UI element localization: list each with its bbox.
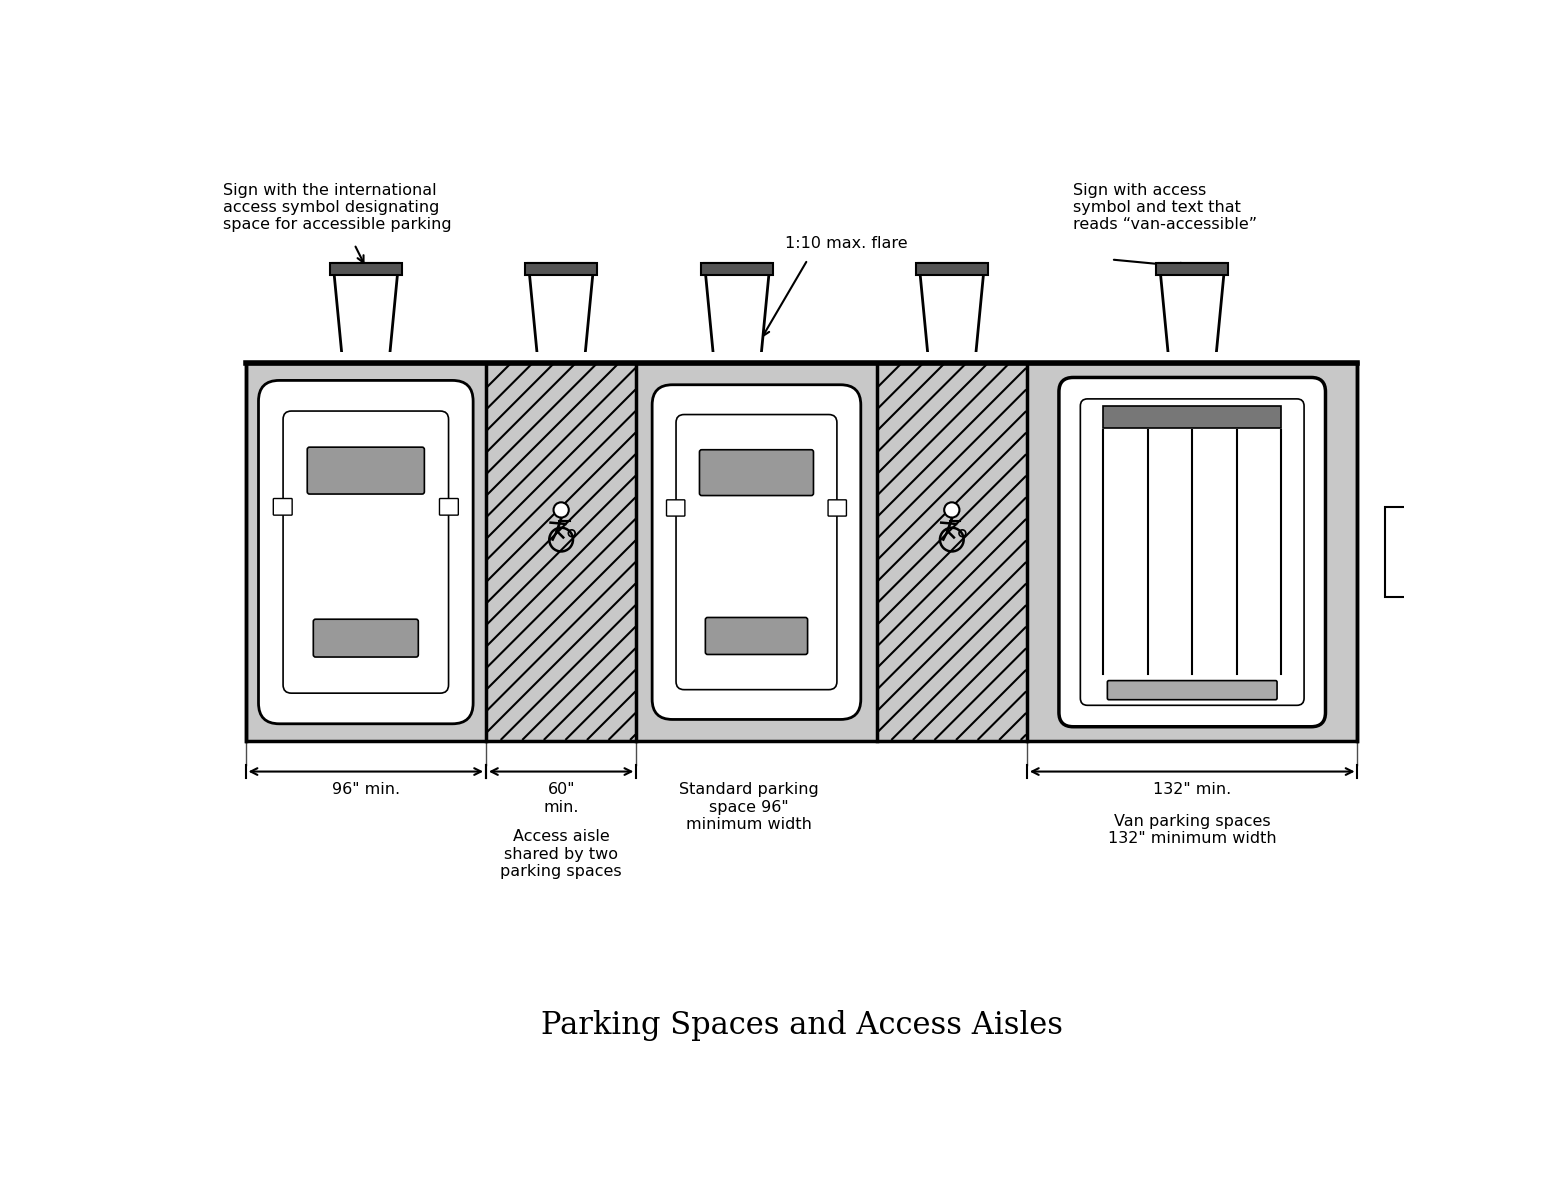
FancyBboxPatch shape — [258, 380, 474, 724]
Polygon shape — [704, 263, 769, 364]
FancyBboxPatch shape — [274, 498, 292, 515]
FancyBboxPatch shape — [705, 618, 807, 654]
FancyBboxPatch shape — [1107, 680, 1278, 700]
Bar — [1103, 406, 1281, 428]
FancyBboxPatch shape — [313, 619, 418, 658]
Text: Sign with the international
access symbol designating
space for accessible parki: Sign with the international access symbo… — [222, 182, 450, 233]
Polygon shape — [529, 263, 594, 364]
Bar — [1156, 263, 1228, 275]
FancyBboxPatch shape — [699, 450, 813, 496]
FancyBboxPatch shape — [666, 500, 685, 516]
FancyBboxPatch shape — [676, 414, 837, 690]
FancyBboxPatch shape — [827, 500, 846, 516]
Text: Sign with access
symbol and text that
reads “van-accessible”: Sign with access symbol and text that re… — [1073, 182, 1257, 233]
Bar — [330, 263, 402, 275]
Bar — [701, 263, 773, 275]
Text: Access aisle
shared by two
parking spaces: Access aisle shared by two parking space… — [500, 829, 622, 880]
Polygon shape — [920, 263, 984, 364]
Text: 96" min.: 96" min. — [332, 782, 400, 797]
Bar — [917, 263, 988, 275]
FancyBboxPatch shape — [307, 448, 424, 494]
Polygon shape — [333, 263, 399, 364]
FancyBboxPatch shape — [1059, 378, 1326, 727]
Text: 132" min.: 132" min. — [1153, 782, 1231, 797]
Bar — [246, 352, 1358, 364]
FancyBboxPatch shape — [439, 498, 458, 515]
Bar — [246, 364, 1358, 740]
Text: Parking Spaces and Access Aisles: Parking Spaces and Access Aisles — [541, 1010, 1062, 1042]
Bar — [1386, 508, 1428, 596]
Text: 60"
min.: 60" min. — [543, 782, 579, 815]
Text: 1:10 max. flare: 1:10 max. flare — [785, 236, 907, 251]
FancyBboxPatch shape — [652, 385, 860, 720]
FancyBboxPatch shape — [1081, 398, 1304, 706]
Circle shape — [554, 503, 569, 517]
Bar — [526, 263, 597, 275]
Text: Van parking spaces
132" minimum width: Van parking spaces 132" minimum width — [1107, 814, 1276, 846]
Circle shape — [945, 503, 959, 517]
FancyBboxPatch shape — [283, 412, 449, 694]
Text: Standard parking
space 96"
minimum width: Standard parking space 96" minimum width — [679, 782, 818, 832]
Polygon shape — [1159, 263, 1225, 364]
